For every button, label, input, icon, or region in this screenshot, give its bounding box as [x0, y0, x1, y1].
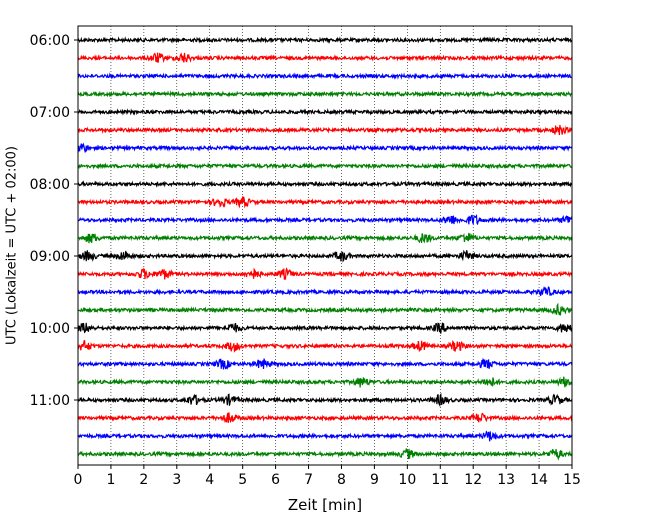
x-tick-label: 14 [530, 472, 548, 488]
y-axis-label: UTC (Lokalzeit = UTC + 02:00) [5, 146, 20, 345]
y-tick-label: 06:00 [30, 33, 70, 49]
trace-1000 [77, 322, 573, 334]
y-tick-label: 07:00 [30, 105, 70, 121]
trace-1030 [77, 357, 573, 370]
x-axis-label: Zeit [min] [288, 496, 362, 514]
trace-0730 [77, 142, 573, 154]
trace-0615 [77, 52, 573, 64]
x-tick-label: 9 [370, 472, 379, 488]
trace-0745 [77, 162, 573, 170]
trace-0830 [77, 213, 573, 226]
trace-0800 [77, 180, 573, 188]
plot-frame [77, 25, 573, 466]
x-tick-label: 4 [205, 472, 214, 488]
x-tick-label: 5 [238, 472, 247, 488]
x-tick-label: 2 [139, 472, 148, 488]
x-axis: 0 1 2 3 4 5 6 7 8 9 10 11 12 13 14 15 [74, 465, 581, 488]
x-tick-label: 11 [431, 472, 449, 488]
trace-0930 [77, 285, 573, 296]
trace-0845 [77, 232, 573, 244]
x-tick-label: 3 [172, 472, 181, 488]
x-tick-label: 8 [337, 472, 346, 488]
x-tick-label: 15 [563, 472, 581, 488]
trace-0900 [77, 249, 573, 263]
trace-0915 [77, 267, 573, 280]
trace-0715 [77, 124, 573, 136]
y-axis: 06:00 07:00 08:00 09:00 10:00 11:00 [30, 33, 78, 409]
y-tick-label: 08:00 [30, 177, 70, 193]
trace-1145 [77, 448, 573, 461]
trace-0945 [77, 302, 573, 316]
trace-1045 [77, 376, 573, 388]
x-tick-label: 12 [464, 472, 482, 488]
trace-1015 [77, 339, 573, 353]
x-tick-label: 13 [497, 472, 515, 488]
trace-1130 [77, 430, 573, 442]
x-tick-label: 7 [304, 472, 313, 488]
trace-0815 [77, 196, 573, 209]
trace-1115 [77, 412, 573, 424]
trace-0645 [77, 90, 573, 98]
x-tick-label: 10 [398, 472, 416, 488]
trace-0700 [77, 108, 573, 116]
trace-0600 [77, 36, 573, 44]
x-tick-label: 1 [106, 472, 115, 488]
vertical-grid [110, 26, 540, 465]
trace-1100 [77, 392, 573, 408]
y-tick-label: 09:00 [30, 249, 70, 265]
trace-group [77, 36, 573, 461]
x-tick-label: 6 [271, 472, 280, 488]
y-tick-label: 11:00 [30, 393, 70, 409]
trace-0630 [77, 72, 573, 80]
x-tick-label: 0 [74, 472, 83, 488]
y-tick-label: 10:00 [30, 321, 70, 337]
